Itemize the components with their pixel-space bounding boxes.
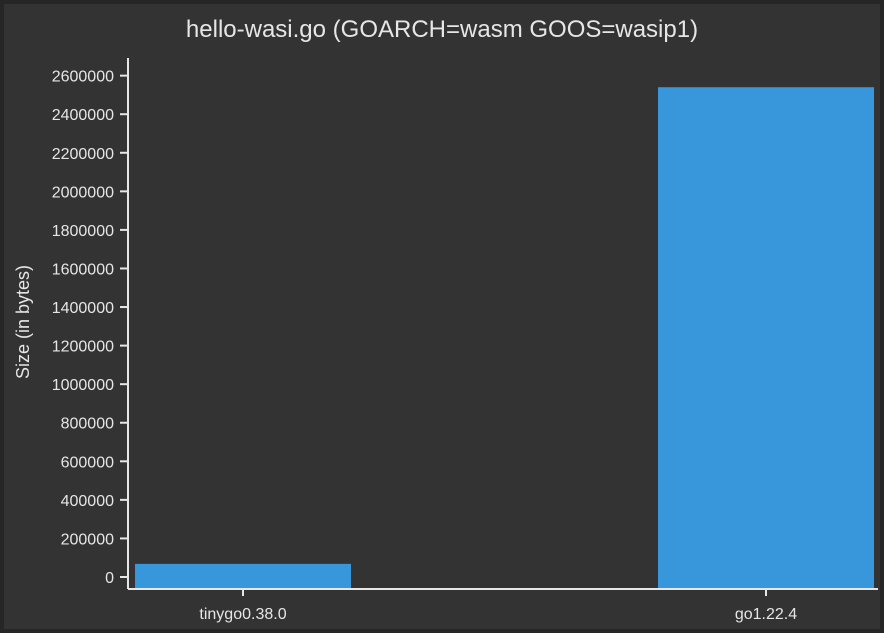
x-tick-label: go1.22.4 xyxy=(735,606,797,623)
y-tick-label: 2200000 xyxy=(52,146,114,163)
y-tick-label: 600000 xyxy=(61,454,114,471)
bars-group xyxy=(135,87,874,590)
y-tick-label: 2000000 xyxy=(52,184,114,201)
x-axis-ticks: tinygo0.38.0 go1.22.4 xyxy=(199,589,797,623)
x-tick-label: tinygo0.38.0 xyxy=(199,606,286,623)
y-tick-label: 0 xyxy=(105,570,114,587)
chart-title: hello-wasi.go (GOARCH=wasm GOOS=wasip1) xyxy=(186,16,698,43)
bar-go1-22-4 xyxy=(658,87,874,590)
y-tick-label: 400000 xyxy=(61,493,114,510)
y-axis-ticks: 0 200000 400000 600000 800000 1000000 1200000 1… xyxy=(52,69,128,587)
y-tick-label: 2600000 xyxy=(52,69,114,86)
y-tick-label: 2400000 xyxy=(52,107,114,124)
y-tick-label: 1600000 xyxy=(52,261,114,278)
y-tick-label: 800000 xyxy=(61,416,114,433)
y-tick-label: 1000000 xyxy=(52,377,114,394)
y-tick-label: 1200000 xyxy=(52,339,114,356)
y-tick-label: 200000 xyxy=(61,531,114,548)
y-tick-label: 1400000 xyxy=(52,300,114,317)
bar-tinygo0-38-0 xyxy=(135,563,351,589)
y-tick-label: 1800000 xyxy=(52,223,114,240)
y-axis-label: Size (in bytes) xyxy=(13,265,33,379)
